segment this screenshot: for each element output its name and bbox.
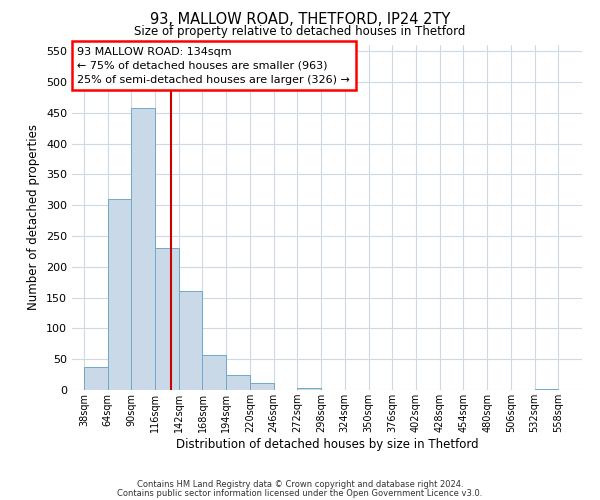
Bar bbox=[535, 389, 558, 390]
Text: Contains HM Land Registry data © Crown copyright and database right 2024.: Contains HM Land Registry data © Crown c… bbox=[137, 480, 463, 489]
Bar bbox=[155, 248, 179, 390]
Bar bbox=[131, 108, 155, 390]
Text: Size of property relative to detached houses in Thetford: Size of property relative to detached ho… bbox=[134, 25, 466, 38]
Bar bbox=[250, 383, 274, 390]
X-axis label: Distribution of detached houses by size in Thetford: Distribution of detached houses by size … bbox=[176, 438, 478, 451]
Bar bbox=[107, 199, 131, 390]
Bar bbox=[179, 292, 202, 390]
Text: Contains public sector information licensed under the Open Government Licence v3: Contains public sector information licen… bbox=[118, 488, 482, 498]
Text: 93 MALLOW ROAD: 134sqm
← 75% of detached houses are smaller (963)
25% of semi-de: 93 MALLOW ROAD: 134sqm ← 75% of detached… bbox=[77, 46, 350, 84]
Y-axis label: Number of detached properties: Number of detached properties bbox=[28, 124, 40, 310]
Bar bbox=[84, 366, 107, 390]
Bar bbox=[226, 374, 250, 390]
Bar bbox=[202, 355, 226, 390]
Bar bbox=[298, 388, 321, 390]
Text: 93, MALLOW ROAD, THETFORD, IP24 2TY: 93, MALLOW ROAD, THETFORD, IP24 2TY bbox=[150, 12, 450, 28]
